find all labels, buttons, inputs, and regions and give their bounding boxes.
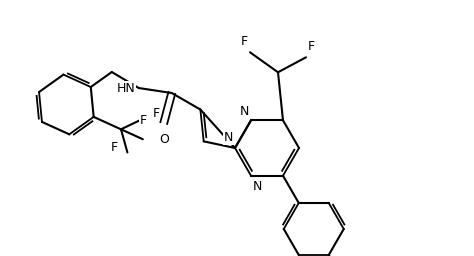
Text: N: N — [224, 131, 233, 144]
Text: N: N — [253, 180, 263, 193]
Text: F: F — [308, 40, 315, 53]
Text: F: F — [241, 35, 248, 48]
Text: N: N — [240, 105, 249, 118]
Text: O: O — [159, 133, 169, 146]
Text: F: F — [153, 108, 160, 121]
Text: F: F — [139, 114, 146, 127]
Text: F: F — [110, 141, 118, 154]
Text: HN: HN — [117, 81, 136, 94]
